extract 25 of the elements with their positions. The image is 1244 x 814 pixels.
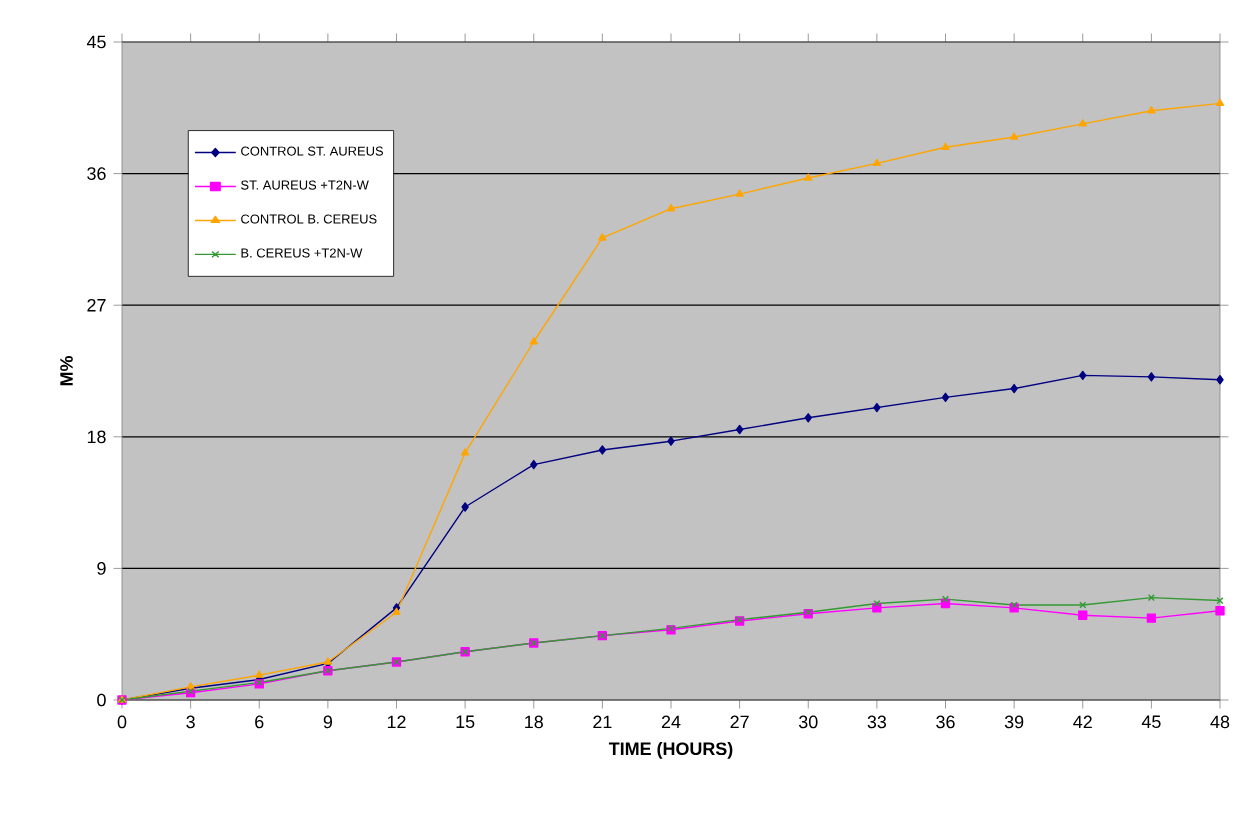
x-tick-label: 9 bbox=[323, 715, 333, 729]
x-tick-label: 45 bbox=[1141, 715, 1161, 729]
x-tick-label: 21 bbox=[593, 715, 612, 729]
x-tick-label: 0 bbox=[117, 715, 127, 729]
y-tick-label: 9 bbox=[97, 562, 106, 575]
x-tick-label: 39 bbox=[1004, 715, 1024, 729]
x-tick-label: 3 bbox=[186, 715, 195, 729]
y-tick-label: 0 bbox=[97, 693, 106, 707]
x-tick-label: 6 bbox=[255, 715, 264, 729]
y-axis-title: M% bbox=[60, 356, 73, 386]
x-tick-label: 27 bbox=[730, 715, 749, 729]
x-tick-label: 33 bbox=[867, 715, 887, 729]
y-tick-label: 36 bbox=[87, 167, 106, 180]
x-tick-label: 42 bbox=[1073, 715, 1092, 729]
x-tick-label: 24 bbox=[661, 715, 681, 729]
x-tick-label: 15 bbox=[456, 715, 475, 729]
y-tick-label: 45 bbox=[86, 35, 106, 49]
y-tick-label: 27 bbox=[87, 298, 106, 312]
y-tick-label: 18 bbox=[87, 430, 106, 444]
x-tick-label: 12 bbox=[387, 715, 406, 729]
x-tick-label: 48 bbox=[1210, 715, 1230, 729]
x-axis-title: TIME (HOURS) bbox=[608, 741, 733, 759]
x-tick-label: 30 bbox=[798, 715, 818, 729]
x-tick-label: 18 bbox=[525, 715, 543, 729]
x-tick-label: 36 bbox=[936, 715, 955, 729]
